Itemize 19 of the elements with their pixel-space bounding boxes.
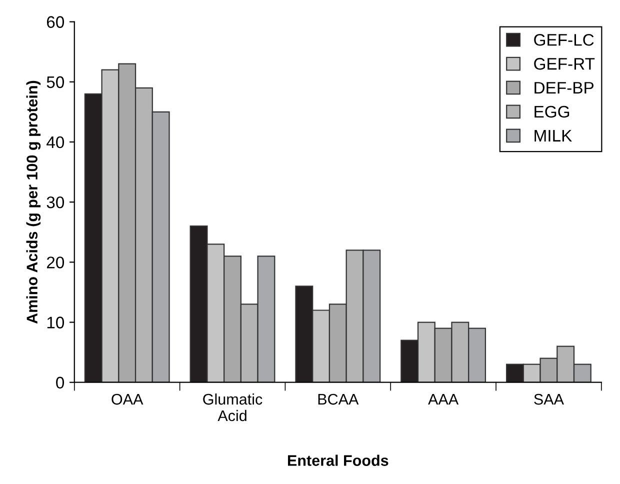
x-tick-label: OAA <box>112 394 144 405</box>
x-tick-label: AAA <box>428 394 459 405</box>
legend-label: GEF-LC <box>534 34 594 46</box>
legend-label: EGG <box>534 106 570 118</box>
legend-label: MILK <box>534 130 572 142</box>
y-tick-label: 60 <box>46 16 64 28</box>
legend-label: DEF-BP <box>534 82 594 94</box>
x-tick-label: BCAA <box>318 394 359 405</box>
y-tick-label: 20 <box>46 256 64 268</box>
y-tick-label: 50 <box>46 76 64 88</box>
x-tick-label: Glumatic Acid <box>203 393 262 422</box>
y-tick-label: 30 <box>46 196 64 208</box>
legend-label: GEF-RT <box>534 58 595 70</box>
x-axis-title: Enteral Foods <box>288 454 388 466</box>
y-tick-label: 40 <box>46 136 64 148</box>
y-tick-label: 0 <box>56 376 64 389</box>
y-tick-label: 10 <box>47 316 64 328</box>
y-axis-title: Amino Acids (g per 100 g protein) <box>26 80 41 324</box>
x-tick-label: SAA <box>534 394 564 405</box>
